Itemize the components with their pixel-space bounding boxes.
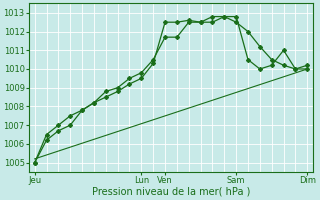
X-axis label: Pression niveau de la mer( hPa ): Pression niveau de la mer( hPa ): [92, 187, 250, 197]
